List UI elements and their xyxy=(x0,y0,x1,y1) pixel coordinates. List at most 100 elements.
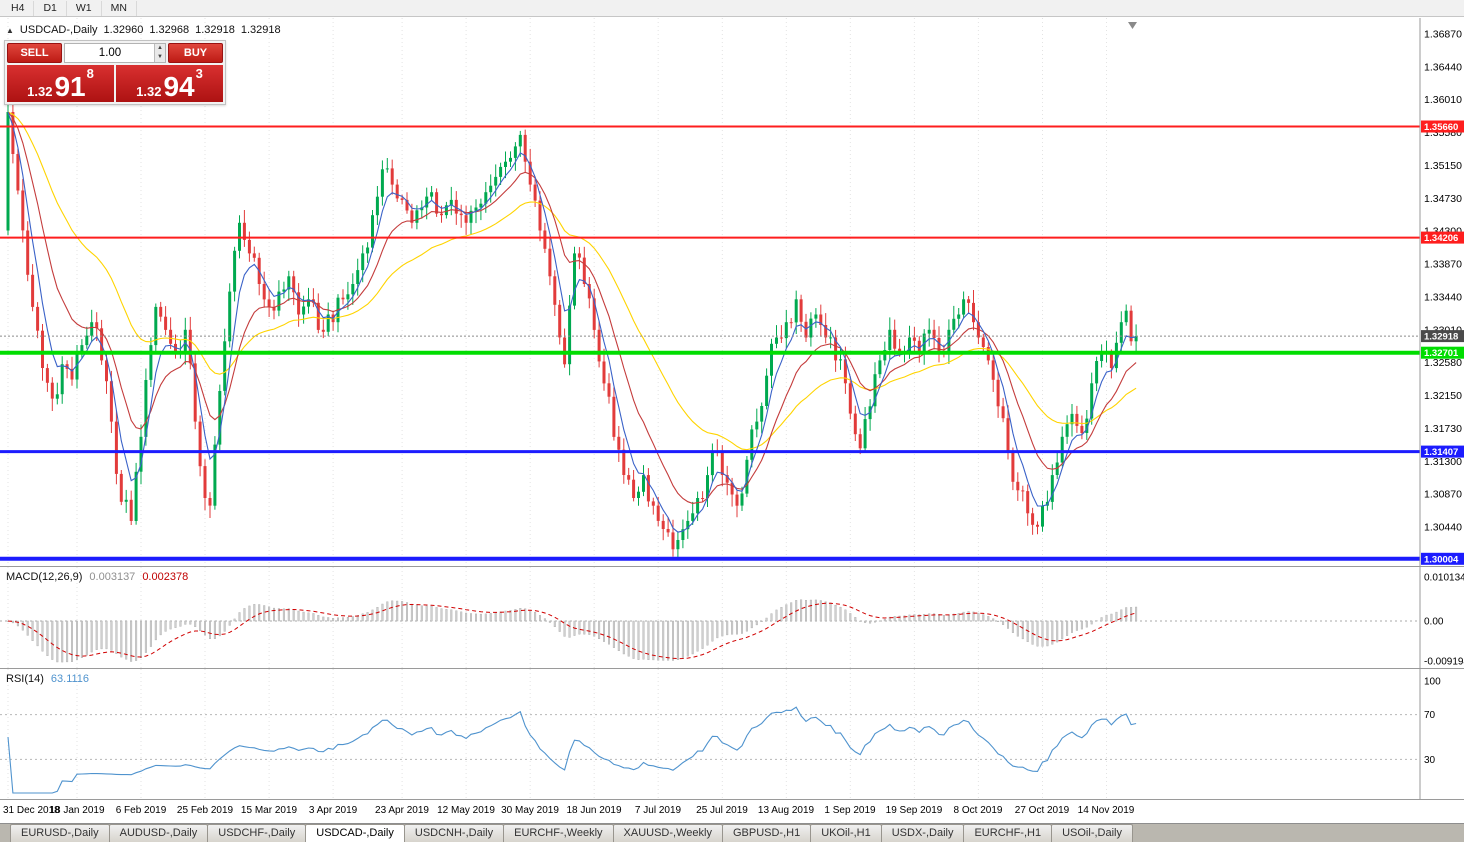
svg-text:1.32580: 1.32580 xyxy=(1424,357,1462,369)
volume-input[interactable] xyxy=(65,44,165,62)
buy-price-display[interactable]: 1.32 94 3 xyxy=(116,65,223,102)
rsi-title: RSI(14) 63.1116 xyxy=(6,673,89,685)
buy-button[interactable]: BUY xyxy=(168,43,223,63)
date-label: 7 Jul 2019 xyxy=(634,805,682,816)
date-label: 31 Dec 2018 xyxy=(3,805,60,816)
sell-price-big: 91 xyxy=(54,71,86,103)
svg-text:1.34206: 1.34206 xyxy=(1424,233,1458,244)
ohlc-low: 1.32918 xyxy=(195,24,235,36)
tab-eurchf-weekly[interactable]: EURCHF-,Weekly xyxy=(503,824,614,842)
svg-text:1.32701: 1.32701 xyxy=(1424,348,1459,359)
tab-usoil-daily[interactable]: USOil-,Daily xyxy=(1051,824,1133,842)
svg-text:0.00: 0.00 xyxy=(1424,617,1444,628)
ohlc-high: 1.32968 xyxy=(149,24,190,36)
svg-text:70: 70 xyxy=(1424,710,1436,721)
date-label: 13 Aug 2019 xyxy=(757,805,815,816)
date-label: 25 Jul 2019 xyxy=(696,805,748,816)
svg-text:1.30004: 1.30004 xyxy=(1424,554,1459,565)
date-label: 12 May 2019 xyxy=(437,805,495,816)
sell-price-pip: 8 xyxy=(86,66,94,81)
rsi-svg: 100 70 30 xyxy=(0,669,1441,800)
tab-usdcad-daily[interactable]: USDCAD-,Daily xyxy=(305,824,405,842)
period-button-w1[interactable]: W1 xyxy=(67,0,102,16)
svg-text:1.35660: 1.35660 xyxy=(1424,122,1458,133)
svg-text:100: 100 xyxy=(1424,677,1441,688)
tab-eurchf-h1[interactable]: EURCHF-,H1 xyxy=(963,824,1053,842)
svg-text:1.36010: 1.36010 xyxy=(1424,94,1462,106)
buy-price-prefix: 1.32 xyxy=(136,83,162,99)
date-label: 14 Nov 2019 xyxy=(1077,805,1135,816)
rsi-chart: 100 70 30 xyxy=(0,669,1464,800)
price-chart-svg[interactable]: 1.368701.364401.360101.355801.351501.347… xyxy=(0,18,1464,566)
date-label: 3 Apr 2019 xyxy=(308,805,358,816)
buy-price-pip: 3 xyxy=(195,66,203,81)
macd-chart: 0.010134 0.00 -0.0091940 xyxy=(0,567,1464,669)
svg-text:1.31407: 1.31407 xyxy=(1424,447,1458,458)
svg-text:1.30440: 1.30440 xyxy=(1424,522,1462,534)
date-label: 27 Oct 2019 xyxy=(1014,805,1070,816)
date-label: 23 Apr 2019 xyxy=(375,805,429,816)
tab-eurusd-daily[interactable]: EURUSD-,Daily xyxy=(10,824,110,842)
date-label: 15 Mar 2019 xyxy=(240,805,298,816)
date-label: 25 Feb 2019 xyxy=(176,805,234,816)
chart-window: 1.36870 1.36440 1.36010 1.35580 1.35150 1.347… xyxy=(0,18,1464,823)
chart-symbol: USDCAD-,Daily xyxy=(19,24,98,36)
macd-pane: 0.010134 0.00 -0.0091940 MACD(12,26,9) 0.0… xyxy=(0,566,1464,669)
chart-tabs-bar: EURUSD-,Daily AUDUSD-,Daily USDCHF-,Daily U… xyxy=(0,823,1464,842)
svg-text:1.35150: 1.35150 xyxy=(1424,160,1462,172)
svg-text:1.31300: 1.31300 xyxy=(1424,456,1462,468)
timeframe-toolbar: H4 D1 W1 MN xyxy=(0,0,1464,17)
chart-title: ▲ USDCAD-,Daily 1.32960 1.32968 1.32918 … xyxy=(6,24,281,36)
date-label: 18 Jun 2019 xyxy=(566,805,622,816)
date-label: 6 Feb 2019 xyxy=(115,805,167,816)
date-label: 30 May 2019 xyxy=(501,805,559,816)
buy-price-big: 94 xyxy=(163,71,195,103)
sell-price-display[interactable]: 1.32 91 8 xyxy=(7,65,114,102)
macd-svg: 0.010134 0.00 -0.0091940 xyxy=(0,567,1464,668)
rsi-name: RSI(14) xyxy=(6,673,44,685)
macd-value-main: 0.003137 xyxy=(89,571,136,583)
ohlc-open: 1.32960 xyxy=(103,24,144,36)
svg-text:1.33440: 1.33440 xyxy=(1424,292,1462,304)
svg-text:1.32150: 1.32150 xyxy=(1424,390,1462,402)
price-chart[interactable]: 1.36870 1.36440 1.36010 1.35580 1.35150 1.347… xyxy=(0,18,1464,566)
svg-text:0.010134: 0.010134 xyxy=(1424,573,1464,584)
ohlc-close: 1.32918 xyxy=(240,24,281,36)
date-label: 19 Sep 2019 xyxy=(885,805,943,816)
tab-audusd-daily[interactable]: AUDUSD-,Daily xyxy=(108,824,209,842)
svg-text:1.31730: 1.31730 xyxy=(1424,423,1462,435)
volume-stepper: ▲ ▼ xyxy=(64,43,166,63)
svg-text:-0.0091940: -0.0091940 xyxy=(1424,657,1464,668)
svg-text:1.36870: 1.36870 xyxy=(1424,29,1462,41)
macd-title: MACD(12,26,9) 0.003137 0.002378 xyxy=(6,571,188,583)
volume-increase-button[interactable]: ▲ xyxy=(154,44,165,53)
tab-xauusd-weekly[interactable]: XAUUSD-,Weekly xyxy=(612,824,723,842)
svg-text:1.36440: 1.36440 xyxy=(1424,61,1462,73)
period-button-h4[interactable]: H4 xyxy=(2,0,35,16)
collapse-arrow-icon[interactable]: ▲ xyxy=(6,25,14,35)
svg-text:1.30870: 1.30870 xyxy=(1424,489,1462,501)
price-pane[interactable]: 1.36870 1.36440 1.36010 1.35580 1.35150 1.347… xyxy=(0,18,1464,566)
date-label: 18 Jan 2019 xyxy=(49,805,105,816)
svg-text:1.34730: 1.34730 xyxy=(1424,193,1462,205)
svg-text:30: 30 xyxy=(1424,755,1436,766)
sell-button[interactable]: SELL xyxy=(7,43,62,63)
period-button-d1[interactable]: D1 xyxy=(34,0,67,16)
one-click-trading-panel: SELL ▲ ▼ BUY 1.32 91 8 xyxy=(4,40,226,105)
period-button-mn[interactable]: MN xyxy=(102,0,137,16)
date-label: 1 Sep 2019 xyxy=(824,805,876,816)
macd-name: MACD(12,26,9) xyxy=(6,571,83,583)
macd-value-signal: 0.002378 xyxy=(142,571,189,583)
tab-usdcnh-daily[interactable]: USDCNH-,Daily xyxy=(403,824,505,842)
tab-gbpusd-h1[interactable]: GBPUSD-,H1 xyxy=(721,824,812,842)
date-axis: 31 Dec 2018 18 Jan 2019 6 Feb 2019 25 Feb 2… xyxy=(0,799,1464,823)
rsi-value: 63.1116 xyxy=(50,673,90,685)
svg-text:1.32918: 1.32918 xyxy=(1424,332,1458,343)
tab-usdx-daily[interactable]: USDX-,Daily xyxy=(880,824,965,842)
date-label: 8 Oct 2019 xyxy=(953,805,1003,816)
svg-text:1.33870: 1.33870 xyxy=(1424,259,1462,271)
tab-usdchf-daily[interactable]: USDCHF-,Daily xyxy=(207,824,307,842)
volume-decrease-button[interactable]: ▼ xyxy=(154,53,165,62)
tab-ukoil-h1[interactable]: UKOil-,H1 xyxy=(810,824,882,842)
